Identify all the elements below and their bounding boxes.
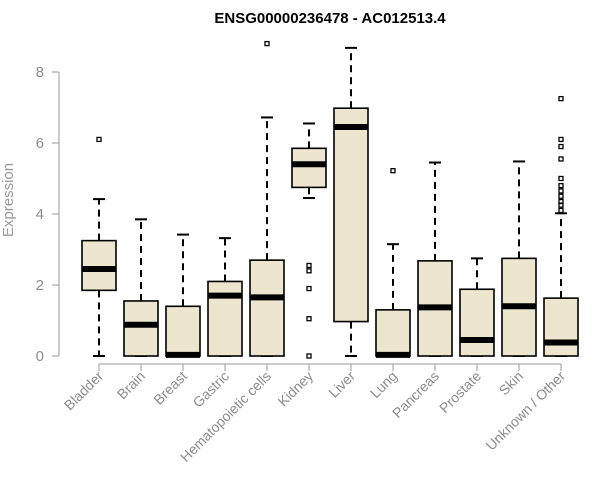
- boxes-group: [81, 40, 579, 359]
- box-unknown-other: [543, 95, 579, 357]
- outlier-point: [306, 353, 312, 359]
- x-tick-label: Kidney: [275, 368, 317, 410]
- iqr-box: [291, 147, 327, 189]
- box-brain: [123, 218, 159, 357]
- outlier-point: [264, 40, 270, 47]
- y-tick-label: 2: [36, 277, 44, 294]
- outlier-point: [558, 202, 564, 208]
- box-breast: [165, 233, 201, 358]
- outlier-point: [306, 316, 312, 322]
- outlier-point: [558, 193, 564, 199]
- iqr-box: [123, 300, 159, 357]
- y-tick-label: 4: [36, 206, 44, 223]
- outlier-point: [96, 136, 102, 143]
- x-tick-label: Prostate: [436, 368, 484, 416]
- box-skin: [501, 160, 537, 357]
- y-tick-label: 6: [36, 135, 44, 152]
- x-tick-label: Bladder: [61, 368, 107, 414]
- outlier-point: [306, 268, 312, 274]
- iqr-box: [375, 309, 411, 357]
- outlier-point: [558, 95, 564, 102]
- outlier-point: [558, 156, 564, 162]
- box-prostate: [459, 257, 495, 357]
- outlier-point: [558, 207, 564, 214]
- iqr-box: [543, 297, 579, 357]
- outlier-point: [558, 188, 564, 194]
- iqr-box: [165, 305, 201, 357]
- outlier-point: [306, 285, 312, 292]
- outlier-point: [558, 143, 564, 150]
- box-hematopoietic-cells: [249, 40, 285, 357]
- x-tick-label: Skin: [496, 368, 527, 399]
- chart-title: ENSG00000236478 - AC012513.4: [214, 10, 446, 27]
- box-kidney: [291, 122, 327, 359]
- y-axis: 0 2 4 6 8: [36, 64, 60, 365]
- box-gastric: [207, 237, 243, 357]
- outlier-point: [558, 136, 564, 143]
- iqr-box: [207, 280, 243, 357]
- outlier-point: [558, 175, 564, 182]
- y-tick-label: 8: [36, 64, 44, 81]
- iqr-box: [333, 107, 369, 323]
- x-tick-label: Liver: [325, 368, 358, 401]
- box-bladder: [81, 136, 117, 357]
- x-tick-label: Unknown / Other: [483, 368, 569, 454]
- x-tick-label: Breast: [150, 368, 190, 408]
- iqr-box: [249, 259, 285, 357]
- y-tick-label: 0: [36, 348, 44, 365]
- outlier-point: [558, 182, 564, 189]
- outlier-point: [306, 262, 312, 269]
- box-lung: [375, 168, 411, 358]
- x-tick-label: Lung: [367, 368, 400, 401]
- x-tick-label: Brain: [114, 368, 148, 402]
- iqr-box: [459, 288, 495, 357]
- iqr-box: [81, 239, 117, 292]
- outlier-point: [390, 168, 396, 174]
- y-axis-label: Expression: [0, 163, 17, 237]
- box-pancreas: [417, 161, 453, 357]
- box-liver: [333, 46, 369, 357]
- x-tick-label: Pancreas: [389, 368, 442, 421]
